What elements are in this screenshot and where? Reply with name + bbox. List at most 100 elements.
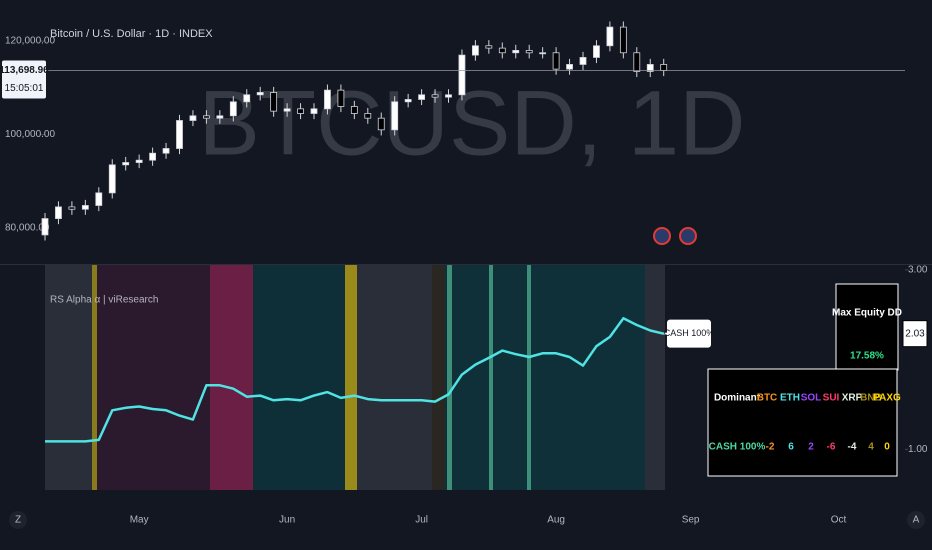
indicator-title: RS Alpha α | viResearch <box>50 295 158 306</box>
dd-title: Max Equity DD <box>832 308 902 319</box>
event-icon[interactable] <box>679 227 697 245</box>
band <box>253 265 345 490</box>
candle-body <box>283 108 291 112</box>
candle-body <box>525 50 533 54</box>
control-label[interactable]: Z <box>15 515 21 526</box>
event-icon[interactable] <box>653 227 671 245</box>
control-button[interactable] <box>907 511 925 529</box>
dominance-table: Dominant BTC ETH SOL SUI XRP BNB PAXG CA… <box>707 368 901 477</box>
y-tick-label: 80,000.00 <box>5 223 50 234</box>
candle-body <box>566 64 573 70</box>
countdown: 15:05:01 <box>5 83 44 94</box>
x-tick-label: Sep <box>682 515 700 526</box>
table-header: SUI <box>823 393 840 404</box>
candle-body <box>485 45 493 49</box>
candle-body <box>391 101 399 131</box>
table-header: ETH <box>780 393 800 404</box>
table-cell: -4 <box>848 442 857 453</box>
band <box>45 265 95 490</box>
band <box>445 265 645 490</box>
y-tick-label: 120,000.00 <box>5 36 55 47</box>
candle-body <box>660 64 668 71</box>
table-header: BNB <box>860 393 882 404</box>
candle-body <box>364 113 372 119</box>
candle-body <box>418 94 426 100</box>
corner-controls: Z A <box>9 511 925 529</box>
dd-panel <box>835 283 899 371</box>
y-tick-label: 3.00 <box>908 264 928 275</box>
equity-line <box>45 317 664 443</box>
watermark: BTCUSD, 1D <box>199 72 746 174</box>
table-cell: -2 <box>766 442 775 453</box>
candle-body <box>512 50 520 54</box>
candle-body <box>404 99 412 103</box>
candle-body <box>646 64 654 72</box>
candle-body <box>270 92 278 112</box>
table-header: PAXG <box>873 393 901 404</box>
table-header: XRP <box>842 393 863 404</box>
band <box>92 265 97 490</box>
candle-body <box>95 192 103 206</box>
x-tick-label: May <box>130 515 149 526</box>
candle-body <box>176 120 183 149</box>
band <box>357 265 432 490</box>
status-label: CASH 100% <box>664 328 715 338</box>
candle-body <box>189 115 197 121</box>
x-tick-label: Jun <box>279 515 295 526</box>
x-tick-label: Jul <box>415 515 428 526</box>
table-cell: CASH 100% <box>709 442 766 453</box>
candle-body <box>149 152 157 161</box>
candle-body <box>579 57 587 65</box>
candle-body <box>41 218 49 236</box>
x-tick-label: Oct <box>831 515 847 526</box>
table-header: BTC <box>757 393 778 404</box>
table-cell: -6 <box>827 442 836 453</box>
band <box>432 265 445 490</box>
candle-body <box>337 89 345 107</box>
candle-body <box>324 89 331 110</box>
candle-body <box>593 45 600 58</box>
status-box <box>667 319 711 348</box>
candle-body <box>108 164 116 194</box>
band <box>447 265 452 490</box>
band <box>645 265 665 490</box>
band <box>345 265 357 490</box>
table-cell: 4 <box>868 442 874 453</box>
candle-body <box>377 117 385 131</box>
control-label[interactable]: A <box>913 515 920 526</box>
event-icons <box>653 227 697 245</box>
candle-body <box>445 94 452 98</box>
table-header: Dominant <box>714 393 761 404</box>
last-price-label: 113,698.96 <box>0 65 49 76</box>
candle-body <box>552 52 560 70</box>
candle-body <box>471 45 479 56</box>
table-cell: 6 <box>788 442 794 453</box>
table-header: SOL <box>801 393 822 404</box>
candle-body <box>498 47 506 54</box>
candle-body <box>350 106 358 114</box>
band <box>97 265 210 490</box>
candle-body <box>310 108 318 114</box>
candle-body <box>633 52 641 72</box>
candle-body <box>606 26 614 47</box>
dd-box: Max Equity DD 17.58% <box>832 283 902 371</box>
last-price-box <box>2 60 46 99</box>
y-tick-label: 1.00 <box>908 444 928 455</box>
candle-body <box>122 162 130 166</box>
candle-body <box>431 94 439 98</box>
candle-body <box>539 52 547 55</box>
candle-body <box>55 206 62 219</box>
candle-body <box>458 54 466 96</box>
table-cell: 0 <box>884 442 890 453</box>
candle-body <box>256 92 264 96</box>
candle-body <box>229 101 237 117</box>
symbol-title: Bitcoin / U.S. Dollar · 1D · INDEX <box>50 28 213 40</box>
regime-bands <box>45 265 665 490</box>
band <box>489 265 493 490</box>
candle-body <box>243 94 251 103</box>
control-button[interactable] <box>9 511 27 529</box>
dd-value: 17.58% <box>850 351 884 362</box>
candle-body <box>216 115 224 119</box>
y-tick-label: 100,000.00 <box>5 129 55 140</box>
